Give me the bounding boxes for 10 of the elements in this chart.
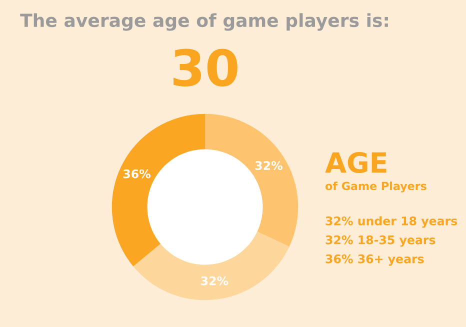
chart-title: The average age of game players is: xyxy=(20,13,388,31)
data-label: 36% xyxy=(123,169,150,178)
data-label: 32% xyxy=(201,276,228,286)
chart-subtitle: 30 xyxy=(174,48,238,87)
data-label: 32% xyxy=(255,161,282,170)
legend-title: AGE xyxy=(325,152,386,174)
text: of Game Players xyxy=(325,182,426,192)
text: 36% 36+ years xyxy=(326,254,424,266)
text: 32% under 18 years xyxy=(326,216,458,228)
text: 32% 18-35 years xyxy=(326,235,436,247)
